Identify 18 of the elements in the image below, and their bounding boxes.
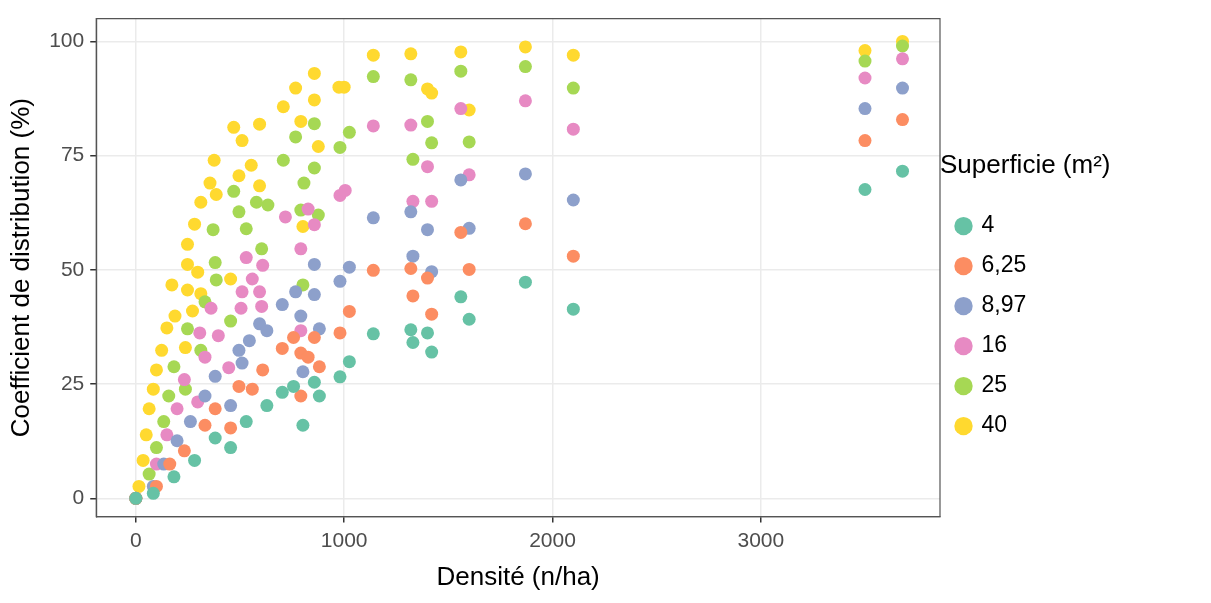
y-tick-label: 75 [60,142,85,166]
y-tick-label: 0 [72,485,85,509]
x-axis-title: Densité (n/ha) [436,560,600,591]
legend-label: 25 [981,371,1008,398]
y-tick-label: 50 [60,256,85,280]
legend-label: 40 [981,411,1008,438]
x-tick-label: 1000 [320,528,368,551]
legend-title: Superficie (m²) [940,148,1111,179]
y-tick-label: 100 [49,28,85,52]
x-tick-label: 3000 [737,528,785,551]
y-tick-label: 25 [60,370,85,394]
y-axis-title: Coefficient de distribution (%) [4,98,35,438]
legend-label: 16 [981,331,1008,358]
x-tick-label: 0 [129,528,142,551]
legend-label: 4 [981,211,995,238]
x-tick-label: 2000 [529,528,576,551]
legend-label: 8,97 [981,291,1027,318]
legend-label: 6,25 [981,251,1027,278]
